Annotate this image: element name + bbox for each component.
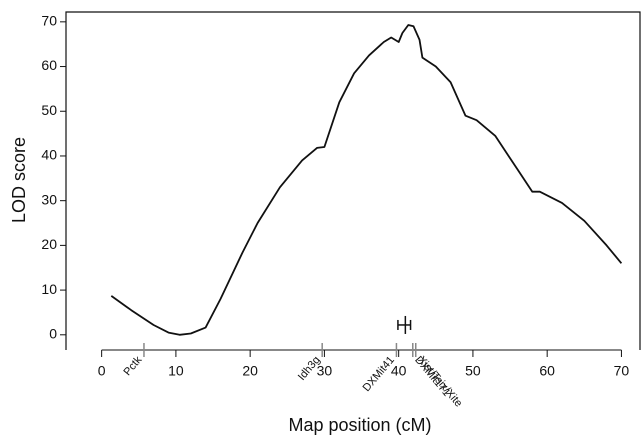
x-tick-label: 20 [242,363,258,379]
y-tick-label: 10 [41,281,57,297]
y-tick-label: 0 [49,326,57,342]
marker-label: Xist/Tsix/Xite [415,354,464,409]
y-tick-label: 30 [41,191,57,207]
x-tick-label: 70 [614,363,630,379]
y-axis-title: LOD score [9,137,29,223]
x-tick-label: 40 [391,363,407,379]
x-axis-title: Map position (cM) [288,415,431,435]
y-tick-label: 60 [41,57,57,73]
x-tick-label: 0 [98,363,106,379]
marker-label: Pctk [122,354,145,378]
x-tick-label: 50 [465,363,481,379]
y-tick-label: 20 [41,236,57,252]
lod-curve [110,24,623,336]
y-tick-label: 50 [41,102,57,118]
y-tick-label: 40 [41,147,57,163]
x-tick-label: 10 [168,363,184,379]
x-tick-label: 60 [539,363,555,379]
x-tick-label: 30 [317,363,333,379]
plot-frame [65,11,641,350]
y-tick-label: 70 [41,13,57,29]
